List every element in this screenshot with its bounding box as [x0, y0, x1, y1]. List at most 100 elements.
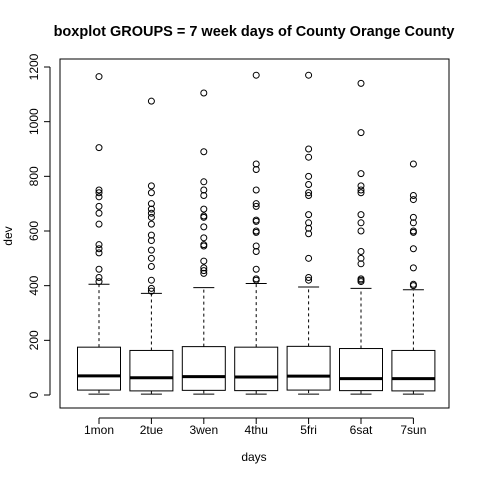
x-tick-label: 7sun	[400, 423, 426, 437]
outlier-point	[409, 213, 417, 221]
outlier-point	[409, 160, 417, 168]
outlier-point	[95, 249, 103, 257]
outlier-point	[95, 245, 103, 253]
y-tick-label: 1200	[27, 53, 41, 80]
outlier-point	[357, 219, 365, 227]
outlier-point	[252, 166, 260, 173]
outlier-point	[357, 278, 365, 286]
outlier-point	[252, 200, 260, 208]
outlier-point	[357, 186, 365, 194]
outlier-point	[305, 254, 313, 262]
outlier-point	[409, 282, 417, 290]
x-tick-label: 5fri	[300, 423, 317, 437]
outlier-point	[252, 228, 260, 236]
x-tick-label: 4thu	[245, 423, 268, 437]
outlier-point	[200, 178, 208, 186]
outlier-point	[305, 71, 313, 79]
x-tick-label: 6sat	[350, 423, 373, 437]
outlier-point	[200, 89, 208, 97]
x-axis-label: days	[241, 450, 266, 464]
outlier-point	[95, 193, 103, 201]
outlier-point	[95, 73, 103, 81]
y-tick-label: 400	[27, 275, 41, 295]
outlier-point	[95, 220, 103, 228]
outlier-point	[357, 211, 365, 219]
outlier-point	[305, 181, 313, 189]
outlier-point	[147, 231, 155, 239]
outlier-point	[95, 265, 103, 273]
outlier-point	[200, 267, 208, 275]
outlier-point	[200, 191, 208, 199]
outlier-point	[357, 248, 365, 255]
plot-frame	[59, 58, 450, 409]
y-tick-label: 600	[27, 221, 41, 241]
outlier-point	[252, 160, 260, 168]
outlier-point	[200, 223, 208, 231]
y-tick-label: 800	[27, 166, 41, 186]
outlier-point	[409, 219, 417, 227]
outlier-point	[409, 191, 417, 199]
x-tick-label: 2tue	[140, 423, 164, 437]
outlier-point	[305, 219, 313, 227]
outlier-point	[95, 202, 103, 210]
box-iqr	[77, 346, 121, 391]
outlier-point	[147, 182, 155, 190]
outlier-point	[252, 242, 260, 250]
outlier-point	[305, 276, 313, 284]
outlier-point	[409, 196, 417, 204]
outlier-point	[252, 265, 260, 273]
outlier-point	[200, 205, 208, 213]
outlier-point	[147, 213, 155, 221]
plot-area: 0 200 400 600 800 1000 1200 1mon 2tue 3wen 4thu 5fr…	[27, 53, 450, 437]
y-tick-label: 200	[27, 330, 41, 350]
outlier-point	[200, 148, 208, 156]
outlier-point	[147, 200, 155, 208]
outlier-point	[95, 186, 103, 194]
y-tick-label: 1000	[27, 108, 41, 135]
outlier-point	[409, 245, 417, 253]
outlier-point	[409, 228, 417, 236]
box-iqr	[286, 345, 331, 391]
x-tick-label: 1mon	[84, 423, 114, 437]
outlier-point	[200, 234, 208, 242]
outlier-point	[252, 186, 260, 194]
outlier-point	[147, 263, 155, 271]
outlier-point	[147, 287, 155, 295]
outlier-point	[357, 227, 365, 235]
outlier-point	[357, 79, 365, 87]
outlier-point	[147, 189, 155, 197]
outlier-point	[95, 241, 103, 249]
y-tick-label: 0	[27, 391, 41, 398]
outlier-point	[200, 264, 208, 272]
outlier-point	[200, 213, 208, 221]
outlier-point	[147, 220, 155, 228]
outlier-point	[252, 217, 260, 225]
outlier-point	[305, 224, 313, 232]
outlier-point	[252, 202, 260, 210]
outlier-point	[147, 237, 155, 245]
outlier-point	[305, 172, 313, 180]
box-iqr	[391, 349, 436, 392]
outlier-point	[357, 170, 365, 178]
outlier-point	[305, 153, 313, 161]
outlier-point	[95, 144, 103, 152]
box-iqr	[181, 346, 226, 391]
outlier-point	[305, 145, 313, 153]
outlier-point	[147, 276, 155, 284]
outlier-point	[147, 205, 155, 213]
outlier-point	[95, 278, 103, 286]
outlier-point	[147, 97, 155, 105]
x-tick-label: 3wen	[189, 423, 218, 437]
outlier-point	[147, 284, 155, 292]
outlier-point	[409, 264, 417, 272]
chart-title: boxplot GROUPS = 7 week days of County O…	[54, 24, 455, 40]
outlier-point	[305, 230, 313, 238]
outlier-point	[305, 211, 313, 219]
outlier-point	[200, 257, 208, 265]
outlier-point	[357, 182, 365, 190]
outlier-point	[357, 254, 365, 262]
outlier-point	[200, 186, 208, 194]
outlier-point	[95, 209, 103, 217]
